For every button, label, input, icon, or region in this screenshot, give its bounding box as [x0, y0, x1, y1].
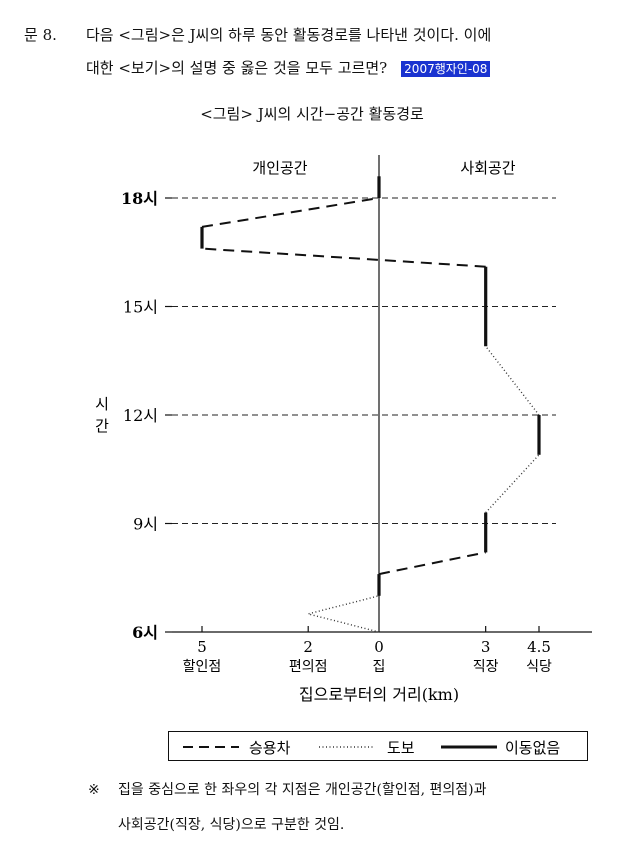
question-line-1: 문 8. 다음 <그림>은 J씨의 하루 동안 활동경로를 나타낸 것이다. 이에 [24, 24, 491, 45]
note-line-1: ※ 집을 중심으로 한 좌우의 각 지점은 개인공간(할인점, 편의점)과 [88, 779, 487, 799]
chart-series [200, 176, 541, 633]
series-dashed-segment-2 [201, 197, 380, 228]
x-axis-title: 집으로부터의 거리(km) [299, 685, 459, 704]
x-tick-label-4.5: 4.5 [527, 638, 551, 656]
x-tick-label--5: 5 [197, 638, 207, 656]
question-text-2: 대한 <보기>의 설명 중 옳은 것을 모두 고르면? [86, 59, 388, 77]
figure-title: <그림> J씨의 시간−공간 활동경로 [200, 105, 424, 123]
x-tick-label--2: 2 [303, 638, 313, 656]
series-dashed-segment-1 [201, 247, 486, 268]
chart-axes [165, 155, 592, 633]
region-label-personal: 개인공간 [252, 159, 307, 177]
y-tick-label-6: 6시 [132, 623, 158, 642]
y-tick-label-18: 18시 [121, 189, 158, 208]
chart-gridlines [172, 197, 556, 524]
x-tick-label-3: 3 [481, 638, 491, 656]
series-dotted-segment-0 [308, 595, 380, 633]
y-axis-title-char-0: 시 [95, 395, 109, 413]
note-text-1: 집을 중심으로 한 좌우의 각 지점은 개인공간(할인점, 편의점)과 [118, 782, 487, 798]
y-axis-title-char-1: 간 [95, 417, 109, 435]
legend-label-stay: 이동없음 [505, 739, 560, 757]
x-tick-label-0: 0 [374, 638, 384, 656]
series-dotted-segment-2 [485, 345, 540, 416]
note-mark: ※ [88, 782, 100, 798]
x-place-label-4.5: 식당 [526, 659, 552, 675]
x-place-label--5: 할인점 [183, 659, 222, 675]
y-tick-label-12: 12시 [123, 406, 158, 425]
question-text-1: 다음 <그림>은 J씨의 하루 동안 활동경로를 나타낸 것이다. 이에 [86, 26, 492, 44]
region-label-social: 사회공간 [460, 159, 515, 177]
series-dashed-segment-0 [378, 551, 486, 576]
legend-label-car: 승용차 [249, 739, 291, 757]
note-line-2: 사회공간(직장, 식당)으로 구분한 것임. [118, 817, 345, 833]
x-place-label-0: 집 [373, 659, 386, 675]
y-tick-label-15: 15시 [123, 298, 158, 317]
source-tag: 2007행자인-08 [401, 61, 491, 77]
legend-label-walk: 도보 [387, 739, 415, 757]
y-tick-label-9: 9시 [133, 515, 158, 534]
series-dotted-segment-1 [485, 454, 540, 514]
chart-legend: 승용차 도보 이동없음 [168, 731, 588, 761]
x-place-label--2: 편의점 [289, 659, 328, 675]
x-place-label-3: 직장 [473, 659, 499, 675]
question-line-2: 대한 <보기>의 설명 중 옳은 것을 모두 고르면? 2007행자인-08 [86, 57, 491, 78]
question-number: 문 8. [24, 26, 57, 44]
